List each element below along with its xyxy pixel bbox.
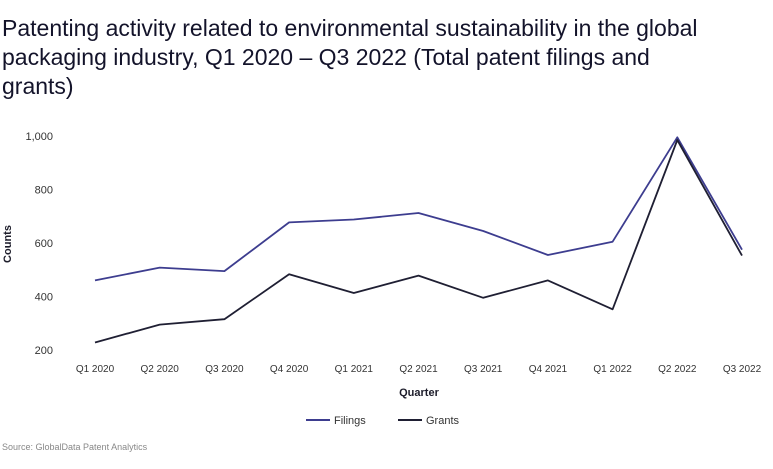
y-tick-label: 400 (35, 292, 53, 304)
source-note: Source: GlobalData Patent Analytics (2, 442, 148, 452)
legend: Filings Grants (306, 415, 460, 427)
y-axis-ticks: 200 400 600 800 1,000 (25, 131, 53, 357)
chart-title: Patenting activity related to environmen… (2, 15, 698, 99)
x-axis-ticks: Q1 2020 Q2 2020 Q3 2020 Q4 2020 Q1 2021 Q2 20… (76, 364, 762, 375)
x-tick-label: Q2 2021 (399, 364, 438, 375)
series-line-filings (94, 136, 743, 282)
y-tick-label: 1,000 (25, 131, 53, 143)
x-tick-label: Q4 2021 (529, 364, 568, 375)
y-tick-label: 600 (35, 238, 53, 250)
series-line-grants (94, 139, 743, 344)
x-tick-label: Q1 2021 (335, 364, 374, 375)
y-axis-label: Counts (2, 225, 14, 263)
x-tick-label: Q2 2022 (658, 364, 697, 375)
legend-label-grants: Grants (426, 415, 460, 427)
x-tick-label: Q1 2020 (76, 364, 115, 375)
x-tick-label: Q4 2020 (270, 364, 309, 375)
x-tick-label: Q2 2020 (141, 364, 180, 375)
legend-label-filings: Filings (334, 415, 366, 427)
y-tick-label: 200 (35, 345, 53, 357)
x-tick-label: Q3 2020 (205, 364, 244, 375)
x-tick-label: Q1 2022 (593, 364, 632, 375)
x-axis-label: Quarter (399, 387, 439, 399)
y-tick-label: 800 (35, 185, 53, 197)
x-tick-label: Q3 2022 (723, 364, 762, 375)
x-tick-label: Q3 2021 (464, 364, 503, 375)
series-lines (94, 136, 743, 344)
